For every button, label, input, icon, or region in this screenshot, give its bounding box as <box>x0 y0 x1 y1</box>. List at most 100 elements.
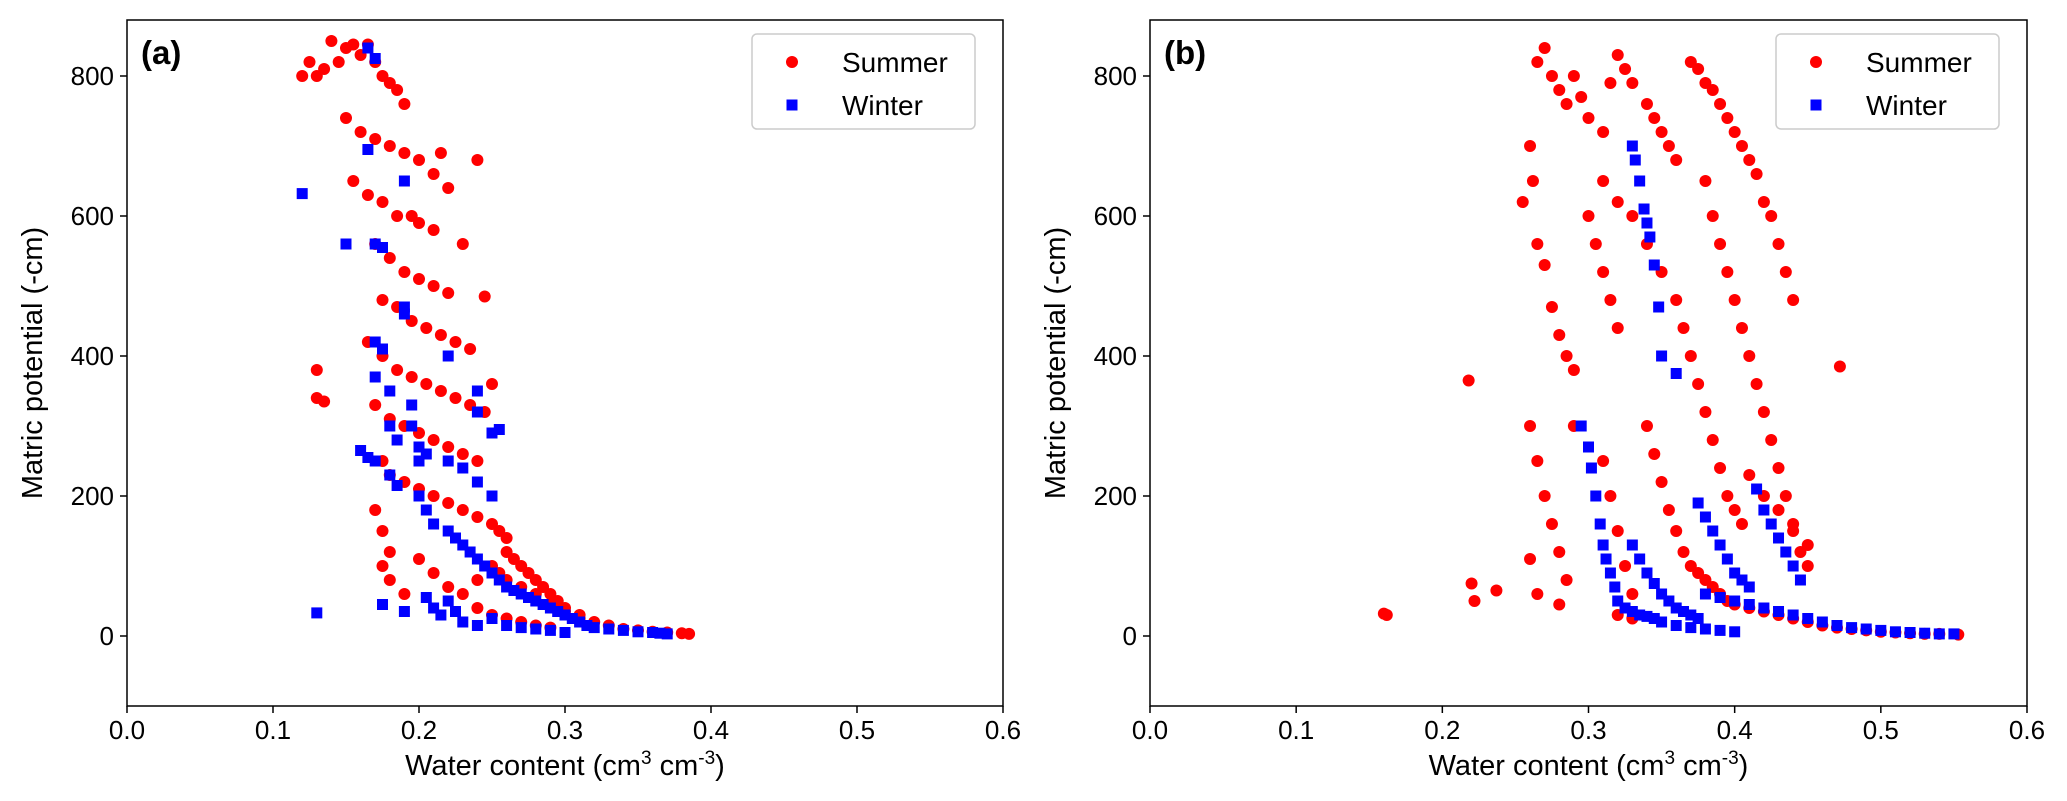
x-axis-label-part: cm <box>652 750 699 782</box>
data-point-summer <box>1462 374 1475 387</box>
data-point-summer <box>1380 609 1393 621</box>
data-point-summer <box>1526 175 1539 187</box>
y-tick-label: 400 <box>1094 341 1137 371</box>
data-point-winter <box>647 627 659 638</box>
data-point-winter <box>471 476 483 488</box>
data-point-summer <box>369 504 382 516</box>
data-point-winter <box>1626 140 1638 152</box>
data-point-summer <box>1553 84 1566 96</box>
x-axis-label-part: ) <box>1739 750 1749 782</box>
data-point-summer <box>1833 360 1846 373</box>
series-winter <box>296 42 673 640</box>
data-point-winter <box>1780 546 1792 558</box>
data-point-winter <box>398 175 410 187</box>
data-point-summer <box>347 38 360 51</box>
series-summer <box>1377 42 1965 641</box>
data-point-winter <box>552 606 564 617</box>
data-point-summer <box>391 364 404 376</box>
x-axis-label-superscript: 3 <box>641 748 652 769</box>
data-point-winter <box>398 606 410 617</box>
data-point-winter <box>566 613 578 624</box>
data-point-winter <box>1831 620 1843 631</box>
data-point-winter <box>457 616 469 628</box>
data-point-winter <box>1619 602 1631 614</box>
data-point-summer <box>391 84 404 96</box>
x-tick-label: 0.1 <box>1278 715 1314 745</box>
data-point-summer <box>471 455 484 467</box>
data-point-winter <box>1597 539 1609 551</box>
data-point-summer <box>405 371 418 383</box>
data-point-summer <box>1490 584 1503 597</box>
data-point-summer <box>427 490 440 502</box>
y-tick-label: 0 <box>100 621 114 651</box>
x-tick-label: 0.5 <box>1863 715 1899 745</box>
data-point-winter <box>1670 368 1682 379</box>
data-point-winter <box>581 620 593 631</box>
x-axis-label-superscript: -3 <box>1722 748 1739 769</box>
legend-marker-summer <box>786 56 798 68</box>
x-axis-label-superscript: 3 <box>1664 748 1675 769</box>
data-point-winter <box>420 448 432 460</box>
data-point-summer <box>1597 126 1610 138</box>
data-point-summer <box>1670 154 1683 166</box>
data-point-summer <box>340 112 352 124</box>
x-axis-label-part: Water content (cm <box>1429 750 1665 782</box>
data-point-winter <box>450 532 461 544</box>
data-point-summer <box>413 154 425 166</box>
data-point-winter <box>1663 595 1675 607</box>
data-point-summer <box>442 182 455 194</box>
data-point-summer <box>1597 455 1610 467</box>
data-point-summer <box>1655 476 1668 488</box>
data-point-summer <box>383 574 396 586</box>
data-point-summer <box>1524 420 1537 432</box>
data-point-summer <box>471 511 484 523</box>
data-point-summer <box>427 280 440 292</box>
data-point-winter <box>1846 622 1858 634</box>
data-point-summer <box>303 56 316 68</box>
data-point-summer <box>434 329 447 341</box>
data-point-summer <box>369 133 382 145</box>
data-point-summer <box>1545 518 1558 530</box>
y-axis-label: Matric potential (-cm) <box>17 227 49 499</box>
x-tick-label: 0.3 <box>1570 715 1606 745</box>
data-point-summer <box>1721 266 1734 278</box>
legend-marker-winter <box>786 99 798 111</box>
data-point-winter <box>377 599 388 610</box>
data-point-winter <box>369 371 381 383</box>
data-point-winter <box>1773 606 1785 617</box>
x-tick-label: 0.0 <box>109 715 145 745</box>
data-point-summer <box>1567 70 1580 82</box>
data-point-summer <box>1677 322 1690 334</box>
data-point-summer <box>1743 350 1756 362</box>
data-point-winter <box>1656 616 1668 628</box>
x-tick-label: 0.2 <box>1424 715 1460 745</box>
data-point-winter <box>442 455 454 467</box>
data-point-winter <box>1634 609 1646 621</box>
data-point-summer <box>1531 588 1544 600</box>
data-point-summer <box>1545 301 1558 313</box>
data-point-winter <box>523 592 534 603</box>
data-point-summer <box>1699 175 1712 187</box>
data-point-summer <box>383 546 396 558</box>
data-point-winter <box>1656 350 1668 362</box>
data-point-summer <box>1655 126 1668 138</box>
data-point-summer <box>1538 490 1551 502</box>
legend-label-winter: Winter <box>1866 90 1947 121</box>
data-point-winter <box>632 626 644 638</box>
data-point-summer <box>471 574 484 586</box>
data-point-winter <box>442 525 454 537</box>
series-summer <box>296 35 696 640</box>
data-point-winter <box>391 434 403 446</box>
data-point-winter <box>1794 574 1806 586</box>
data-point-winter <box>435 609 447 621</box>
data-point-summer <box>1728 504 1741 516</box>
data-point-summer <box>391 210 404 222</box>
data-point-summer <box>1604 294 1617 306</box>
data-point-summer <box>376 525 389 537</box>
data-point-summer <box>1772 462 1785 474</box>
data-point-winter <box>311 607 323 619</box>
data-point-winter <box>1583 441 1594 453</box>
data-point-winter <box>515 588 527 600</box>
data-point-summer <box>1567 364 1580 376</box>
